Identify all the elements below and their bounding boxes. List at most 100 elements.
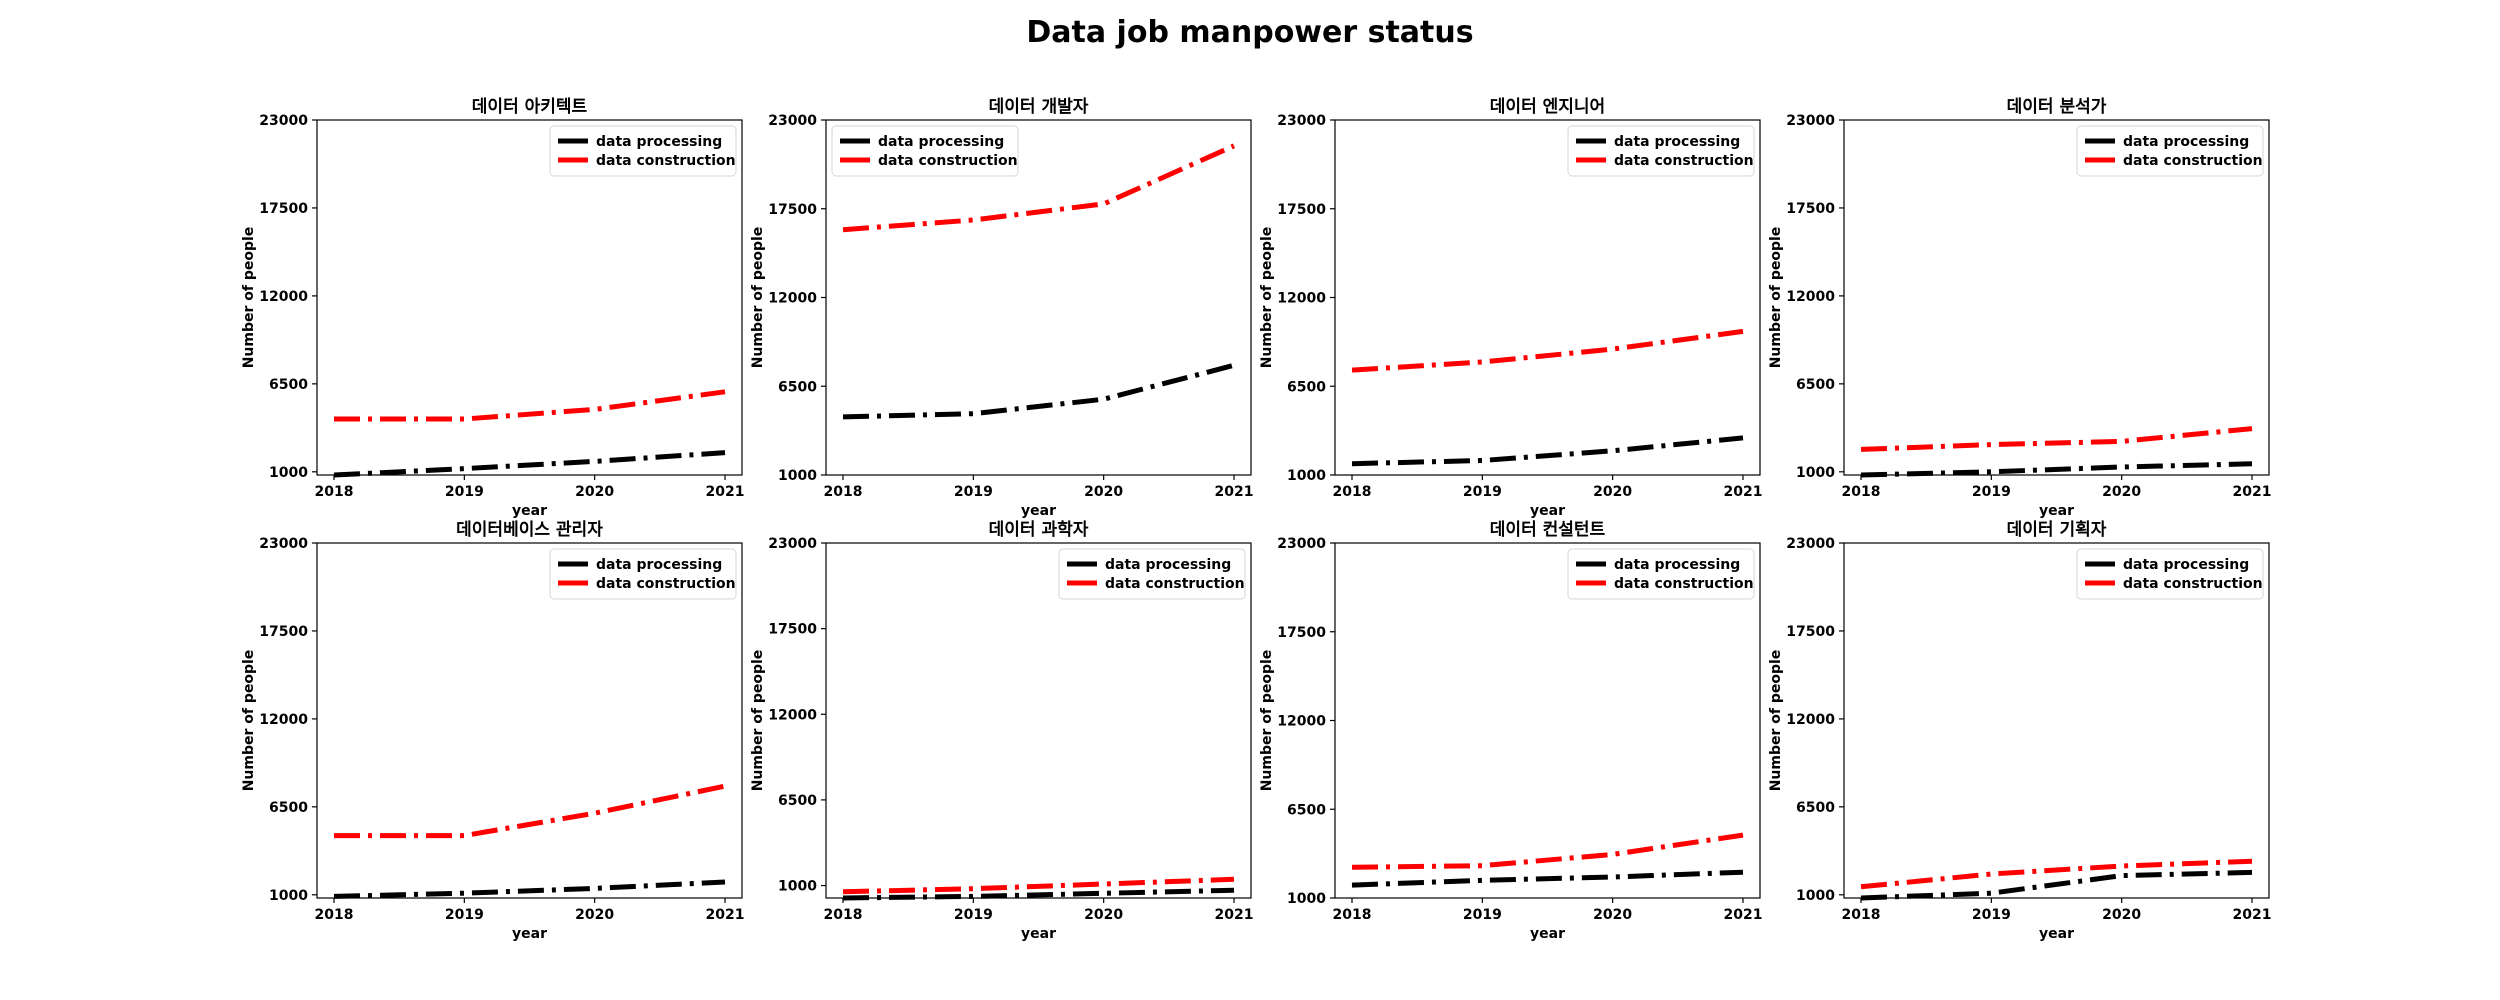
legend-label: data processing xyxy=(1614,134,1740,150)
legend-box xyxy=(1567,548,1755,600)
legend: data processing data construction xyxy=(549,548,737,600)
y-axis-label: Number of people xyxy=(241,650,257,792)
x-axis-label: year xyxy=(1530,503,1565,519)
x-tick-label: 2019 xyxy=(445,484,484,500)
series-line-data-construction xyxy=(334,783,726,839)
y-axis-label: Number of people xyxy=(1259,227,1275,369)
x-tick-label: 2018 xyxy=(315,907,354,923)
y-tick-label: 1000 xyxy=(1287,891,1326,907)
y-tick-label: 23000 xyxy=(1786,536,1835,552)
legend-label: data construction xyxy=(596,153,736,169)
y-tick-label: 23000 xyxy=(1277,113,1326,129)
legend-box xyxy=(1058,548,1246,600)
subplot-5: 데이터베이스 관리자 2018 2019 2020 2021 1000 6500 12000 1… xyxy=(241,520,744,942)
subplot-3: 데이터 엔지니어 2018 2019 2020 2021 1000 6500 12000 175… xyxy=(1259,97,1762,519)
series-line-data-processing xyxy=(333,879,726,899)
x-axis-label: year xyxy=(2039,926,2074,942)
legend: data processing data construction xyxy=(1567,548,1755,600)
x-tick-label: 2019 xyxy=(1972,484,2011,500)
axes-frame xyxy=(316,542,743,899)
legend-label: data construction xyxy=(596,576,736,592)
y-axis-label: Number of people xyxy=(1768,227,1784,369)
subplot-title: 데이터베이스 관리자 xyxy=(456,520,603,540)
y-tick-label: 1000 xyxy=(269,465,308,481)
subplot-title: 데이터 아키텍트 xyxy=(472,97,588,117)
legend-label: data construction xyxy=(878,153,1018,169)
legend-label: data processing xyxy=(596,557,722,573)
x-tick-label: 2019 xyxy=(1463,907,1502,923)
legend: data processing data construction xyxy=(1058,548,1246,600)
series-line-data-processing xyxy=(1351,869,1744,888)
x-axis-label: year xyxy=(1530,926,1565,942)
x-axis-label: year xyxy=(1021,926,1056,942)
subplot-title: 데이터 엔지니어 xyxy=(1490,97,1605,117)
y-tick-label: 1000 xyxy=(1796,465,1835,481)
x-tick-label: 2021 xyxy=(1724,907,1763,923)
subplot-title: 데이터 분석가 xyxy=(2007,97,2107,117)
y-tick-label: 23000 xyxy=(259,536,308,552)
x-tick-label: 2020 xyxy=(1593,484,1632,500)
legend-label: data construction xyxy=(2123,576,2263,592)
x-tick-label: 2019 xyxy=(1463,484,1502,500)
x-tick-label: 2021 xyxy=(1724,484,1763,500)
subplot-title: 데이터 과학자 xyxy=(989,520,1089,540)
series-line-data-construction xyxy=(1351,328,1744,373)
legend-box xyxy=(1567,125,1755,177)
series-line-data-construction xyxy=(842,876,1235,895)
y-tick-label: 12000 xyxy=(259,289,308,305)
subplot-6: 데이터 과학자 2018 2019 2020 2021 1000 6500 12000 1750… xyxy=(750,520,1253,942)
y-tick-label: 1000 xyxy=(269,888,308,904)
subplot-grid: 데이터 아키텍트 2018 2019 2020 2021 1000 6500 12000 175… xyxy=(241,97,2271,942)
x-tick-label: 2020 xyxy=(1084,484,1123,500)
legend: data processing data construction xyxy=(549,125,737,177)
series-line-data-construction xyxy=(842,143,1236,233)
y-tick-label: 12000 xyxy=(1277,714,1326,730)
x-axis-label: year xyxy=(1021,503,1056,519)
series-line-data-processing xyxy=(333,450,726,478)
legend-label: data construction xyxy=(1614,576,1754,592)
x-axis-label: year xyxy=(2039,503,2074,519)
x-tick-label: 2020 xyxy=(2102,484,2141,500)
y-axis-label: Number of people xyxy=(750,650,766,792)
y-tick-label: 17500 xyxy=(1277,625,1326,641)
legend-label: data processing xyxy=(2123,134,2249,150)
legend-label: data processing xyxy=(596,134,722,150)
y-tick-label: 17500 xyxy=(259,624,308,640)
y-tick-label: 17500 xyxy=(1277,202,1326,218)
legend: data processing data construction xyxy=(2076,548,2264,600)
series-line-data-construction xyxy=(1860,858,2253,890)
y-tick-label: 6500 xyxy=(1287,379,1326,395)
y-axis-label: Number of people xyxy=(1259,650,1275,792)
y-tick-label: 6500 xyxy=(269,800,308,816)
axes-frame xyxy=(1334,542,1761,899)
subplot-2: 데이터 개발자 2018 2019 2020 2021 1000 6500 12000 1750… xyxy=(750,97,1253,519)
y-tick-label: 23000 xyxy=(1277,536,1326,552)
x-tick-label: 2018 xyxy=(1842,907,1881,923)
x-tick-label: 2021 xyxy=(706,907,745,923)
legend-box xyxy=(549,125,737,177)
subplot-1: 데이터 아키텍트 2018 2019 2020 2021 1000 6500 12000 175… xyxy=(241,97,744,519)
y-tick-label: 1000 xyxy=(1796,888,1835,904)
legend-label: data processing xyxy=(2123,557,2249,573)
y-tick-label: 12000 xyxy=(1786,712,1835,728)
series-line-data-processing xyxy=(1860,461,2253,478)
x-tick-label: 2021 xyxy=(706,484,745,500)
x-tick-label: 2020 xyxy=(575,484,614,500)
x-tick-label: 2018 xyxy=(1842,484,1881,500)
y-tick-label: 6500 xyxy=(269,377,308,393)
x-tick-label: 2018 xyxy=(1333,907,1372,923)
x-tick-label: 2019 xyxy=(954,907,993,923)
subplot-4: 데이터 분석가 2018 2019 2020 2021 1000 6500 12000 1750… xyxy=(1768,97,2271,519)
legend-label: data construction xyxy=(1614,153,1754,169)
x-tick-label: 2020 xyxy=(1084,907,1123,923)
subplot-8: 데이터 기획자 2018 2019 2020 2021 1000 6500 12000 1750… xyxy=(1768,520,2271,942)
y-tick-label: 6500 xyxy=(778,793,817,809)
x-tick-label: 2019 xyxy=(445,907,484,923)
y-tick-label: 6500 xyxy=(1796,377,1835,393)
legend: data processing data construction xyxy=(2076,125,2264,177)
x-axis-label: year xyxy=(512,503,547,519)
y-tick-label: 23000 xyxy=(768,113,817,129)
y-tick-label: 6500 xyxy=(1796,800,1835,816)
y-tick-label: 23000 xyxy=(1786,113,1835,129)
